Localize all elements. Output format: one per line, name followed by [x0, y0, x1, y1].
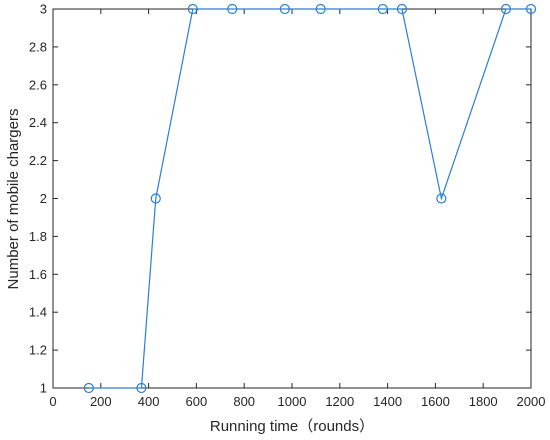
- y-tick-label: 2.6: [29, 77, 47, 92]
- data-point: [227, 3, 238, 15]
- x-tick-label: 1800: [469, 394, 498, 409]
- plot-area: [52, 8, 532, 389]
- y-tick-label: 1.4: [29, 305, 47, 320]
- data-point: [187, 3, 198, 15]
- y-tick-label: 1.2: [29, 343, 47, 358]
- data-point: [377, 3, 388, 15]
- x-tick-label: 400: [138, 394, 160, 409]
- x-tick-label: 600: [186, 394, 208, 409]
- x-tick-label: 200: [90, 394, 112, 409]
- data-point: [525, 3, 537, 15]
- series-layer: [83, 3, 537, 394]
- y-tick-label: 1.8: [29, 229, 47, 244]
- x-tick-label: 800: [233, 394, 255, 409]
- y-tick-label: 2.4: [29, 115, 47, 130]
- x-axis-label: Running time（rounds）: [210, 418, 374, 435]
- y-tick-label: 1: [40, 381, 47, 396]
- data-point: [396, 3, 408, 15]
- data-point: [83, 382, 94, 394]
- x-tick-label: 1600: [421, 394, 450, 409]
- x-tick-label: 1200: [325, 394, 354, 409]
- data-point: [436, 193, 447, 204]
- data-point: [279, 3, 290, 15]
- y-tick-label: 2: [40, 191, 47, 206]
- series-line: [88, 8, 531, 389]
- y-tick-label: 3: [40, 2, 47, 17]
- y-tick-label: 2.8: [29, 39, 47, 54]
- data-point: [315, 3, 326, 15]
- data-point: [500, 3, 512, 15]
- y-tick-label: 1.6: [29, 267, 47, 282]
- x-axis-ticks: 0 200 400 600 800 1000 1200 1400 1600 1800 2000: [49, 9, 545, 409]
- y-axis-label: Number of mobile chargers: [5, 109, 22, 290]
- x-tick-label: 1400: [373, 394, 402, 409]
- data-point: [150, 193, 161, 204]
- x-tick-label: 1000: [278, 394, 307, 409]
- x-tick-label: 0: [49, 394, 56, 409]
- data-point: [136, 382, 147, 394]
- y-tick-label: 2.2: [29, 153, 47, 168]
- x-tick-label: 2000: [517, 394, 546, 409]
